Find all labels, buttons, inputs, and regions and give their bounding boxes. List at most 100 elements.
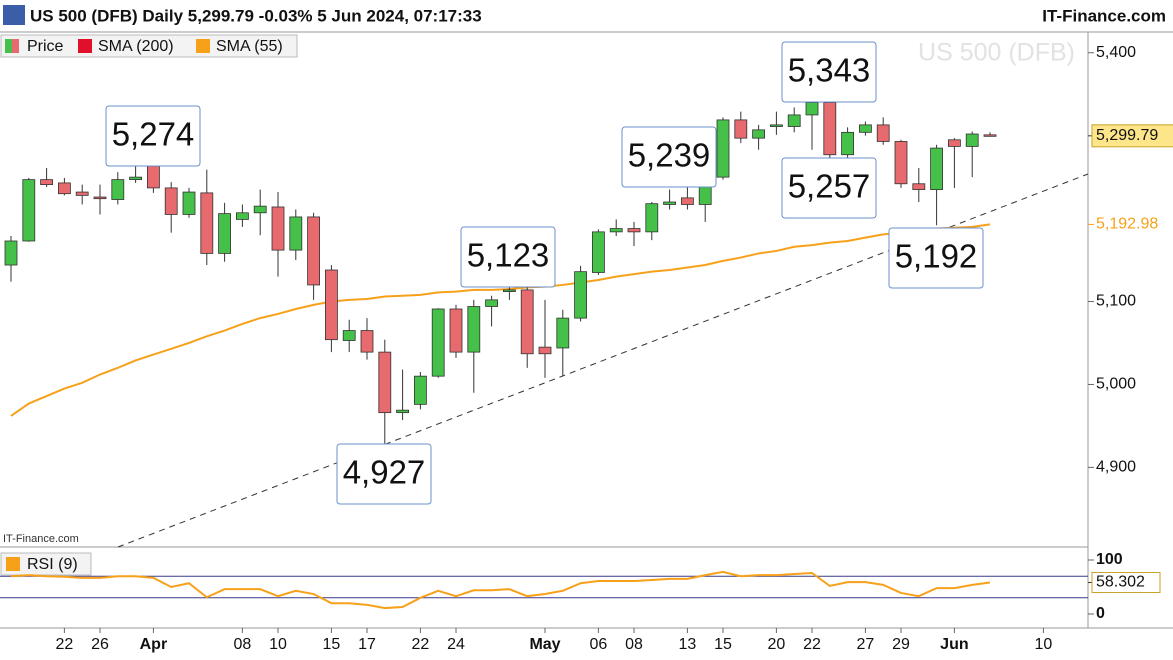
- candle-body: [485, 299, 499, 307]
- candle-body: [948, 139, 961, 147]
- annotation: 4,927: [343, 454, 426, 491]
- legend-label: RSI (9): [27, 556, 78, 573]
- annotation: 5,274: [112, 116, 195, 153]
- annotation-box: [460, 226, 556, 288]
- candle-body: [983, 134, 997, 137]
- candle-body: [894, 141, 908, 185]
- x-tick-label: 20: [768, 636, 786, 653]
- annotation-box: [336, 443, 432, 505]
- candle-body: [930, 147, 943, 190]
- legend-box: [0, 552, 92, 576]
- y-tick-label: 0: [1096, 605, 1105, 622]
- candle-body: [4, 240, 18, 266]
- legend-swatch: [5, 39, 12, 53]
- annotation-box: [781, 41, 877, 103]
- candle-body: [111, 179, 125, 200]
- candle-body: [520, 289, 534, 355]
- legend-swatch: [6, 557, 20, 571]
- annotation-box: [621, 126, 717, 188]
- candle-body: [467, 306, 481, 353]
- candle-body: [502, 289, 516, 292]
- source: IT-Finance.com: [3, 533, 79, 545]
- candle-body: [609, 228, 623, 233]
- price-tag: [1091, 124, 1173, 148]
- candle-body: [271, 206, 285, 251]
- x-tick-label: 08: [625, 636, 643, 653]
- candle-body: [218, 213, 232, 254]
- x-tick-label: Apr: [140, 636, 168, 653]
- x-tick-label: 10: [269, 636, 287, 653]
- legend-swatch: [12, 39, 19, 53]
- candle-body: [253, 205, 267, 214]
- candle-body: [859, 124, 872, 133]
- candle-body: [307, 216, 321, 286]
- candle-body: [129, 176, 143, 181]
- legend-label: SMA (200): [98, 38, 174, 55]
- candle-body: [770, 124, 783, 127]
- y-tick-label: 5,400: [1096, 44, 1136, 61]
- rsi-tag: [1091, 572, 1161, 594]
- candle-body: [627, 228, 641, 233]
- candle-body: [681, 197, 694, 205]
- candle-body: [40, 179, 53, 185]
- sma-tag-label: 5,192.98: [1096, 216, 1158, 233]
- legend-box: [0, 34, 298, 58]
- candle-body: [752, 129, 765, 139]
- candle-body: [645, 203, 659, 233]
- annotation: 5,239: [628, 137, 711, 174]
- brand: IT-Finance.com: [1042, 6, 1166, 25]
- candle-body: [58, 182, 71, 195]
- candle-body: [182, 191, 196, 215]
- candle-body: [342, 330, 356, 341]
- annotation-box: [781, 157, 877, 219]
- candle-body: [378, 351, 392, 414]
- candle-body: [841, 131, 854, 156]
- candle-body: [556, 317, 570, 349]
- candle-body: [912, 183, 926, 190]
- x-tick-label: May: [529, 636, 560, 653]
- x-tick-label: 29: [892, 636, 910, 653]
- demo-icon: [3, 5, 25, 25]
- candle-body: [164, 187, 178, 215]
- x-tick-label: Jun: [940, 636, 968, 653]
- candle-body: [592, 231, 605, 273]
- x-tick-label: 17: [358, 636, 376, 653]
- price-tag-label: 5,299.79: [1096, 127, 1158, 144]
- x-tick-label: 26: [91, 636, 109, 653]
- watermark: US 500 (DFB): [918, 39, 1075, 67]
- candle-body: [663, 201, 676, 205]
- candle-body: [876, 124, 890, 142]
- x-tick-label: 22: [412, 636, 430, 653]
- annotation: 5,257: [788, 168, 871, 205]
- x-tick-label: 15: [714, 636, 732, 653]
- legend-swatch: [78, 39, 92, 53]
- candle-body: [538, 346, 552, 355]
- rsi-line: [10, 570, 991, 610]
- candle-body: [200, 192, 214, 254]
- candle-body: [324, 269, 338, 341]
- candle-body: [823, 102, 837, 156]
- candle-body: [787, 114, 801, 127]
- candle-body: [574, 271, 587, 319]
- annotation: 5,123: [467, 237, 550, 274]
- x-tick-label: 10: [1035, 636, 1053, 653]
- y-tick-label: 5,000: [1096, 376, 1136, 393]
- trendline: [117, 173, 1089, 548]
- candle-body: [431, 308, 445, 377]
- candle-body: [965, 133, 979, 147]
- candle-body: [413, 375, 427, 405]
- legend-swatch: [196, 39, 210, 53]
- candle-body: [93, 196, 107, 200]
- candle-body: [360, 330, 374, 353]
- x-tick-label: 08: [234, 636, 252, 653]
- x-tick-label: 13: [679, 636, 697, 653]
- candle-body: [396, 409, 410, 414]
- x-tick-label: 24: [447, 636, 465, 653]
- x-tick-label: 22: [803, 636, 821, 653]
- sma-line: [10, 223, 991, 417]
- legend: Price SMA (200) SMA (55) RSI (9): [0, 34, 298, 576]
- x-tick-label: 27: [857, 636, 875, 653]
- y-tick-label: 5,100: [1096, 293, 1136, 310]
